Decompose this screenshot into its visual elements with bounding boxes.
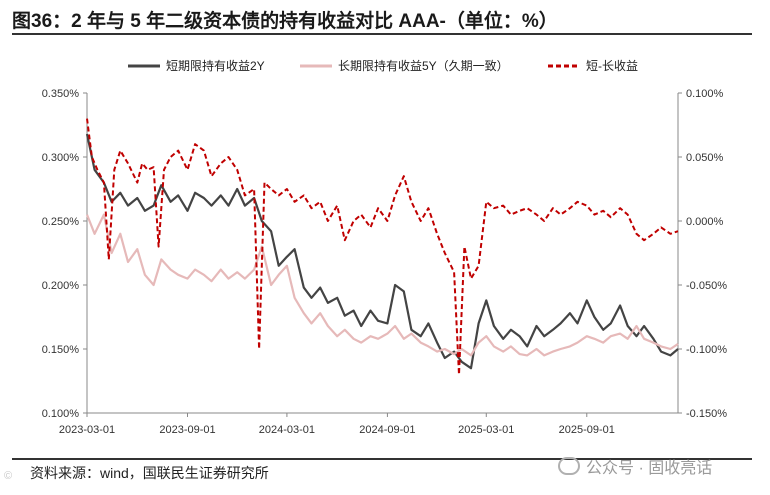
watermark: 公众号 · 固收亮话 [558, 454, 712, 478]
left-tick-label: 0.250% [42, 216, 80, 228]
title-divider [12, 33, 752, 35]
x-tick-label: 2023-03-01 [59, 424, 115, 436]
right-tick-label: -0.100% [686, 344, 727, 356]
right-tick-label: -0.050% [686, 280, 727, 292]
left-tick-label: 0.300% [42, 152, 80, 164]
left-tick-label: 0.350% [42, 88, 80, 100]
x-tick-label: 2023-09-01 [159, 424, 215, 436]
legend: 短期限持有收益2Y 长期限持有收益5Y（久期一致） 短-长收益 [128, 58, 638, 73]
series-line-short-minus-long [86, 118, 679, 376]
wechat-icon [558, 457, 580, 475]
x-tick-label: 2025-03-01 [458, 424, 514, 436]
source-note: 资料来源：wind，国联民生证券研究所 [30, 465, 269, 481]
legend-label-long: 长期限持有收益5Y（久期一致） [338, 58, 509, 73]
left-tick-label: 0.200% [42, 280, 80, 292]
series-line-long-5y [85, 213, 679, 357]
x-tick-label: 2024-03-01 [259, 424, 315, 436]
right-tick-label: -0.150% [686, 408, 727, 420]
axes: 0.100% 0.150% 0.200% 0.250% 0.300% 0.350% -0.1… [42, 88, 728, 436]
legend-label-short: 短期限持有收益2Y [166, 58, 265, 73]
chart-title: 图36：2 年与 5 年二级资本债的持有收益对比 AAA-（单位：%） [12, 11, 558, 32]
x-tick-label: 2025-09-01 [559, 424, 615, 436]
right-tick-label: 0.100% [686, 88, 724, 100]
series-line-short-2y [85, 133, 679, 370]
left-tick-label: 0.100% [42, 408, 80, 420]
corner-mark: © [4, 470, 13, 482]
left-tick-label: 0.150% [42, 344, 80, 356]
series-lines [85, 118, 679, 376]
right-tick-label: 0.000% [686, 216, 724, 228]
footer-divider [12, 458, 752, 460]
x-tick-label: 2024-09-01 [359, 424, 415, 436]
right-tick-label: 0.050% [686, 152, 724, 164]
legend-label-spread: 短-长收益 [586, 59, 638, 73]
watermark-text: 公众号 · 固收亮话 [586, 460, 713, 477]
dual-axis-line-chart: 短期限持有收益2Y 长期限持有收益5Y（久期一致） 短-长收益 0.100%0.… [42, 58, 728, 436]
